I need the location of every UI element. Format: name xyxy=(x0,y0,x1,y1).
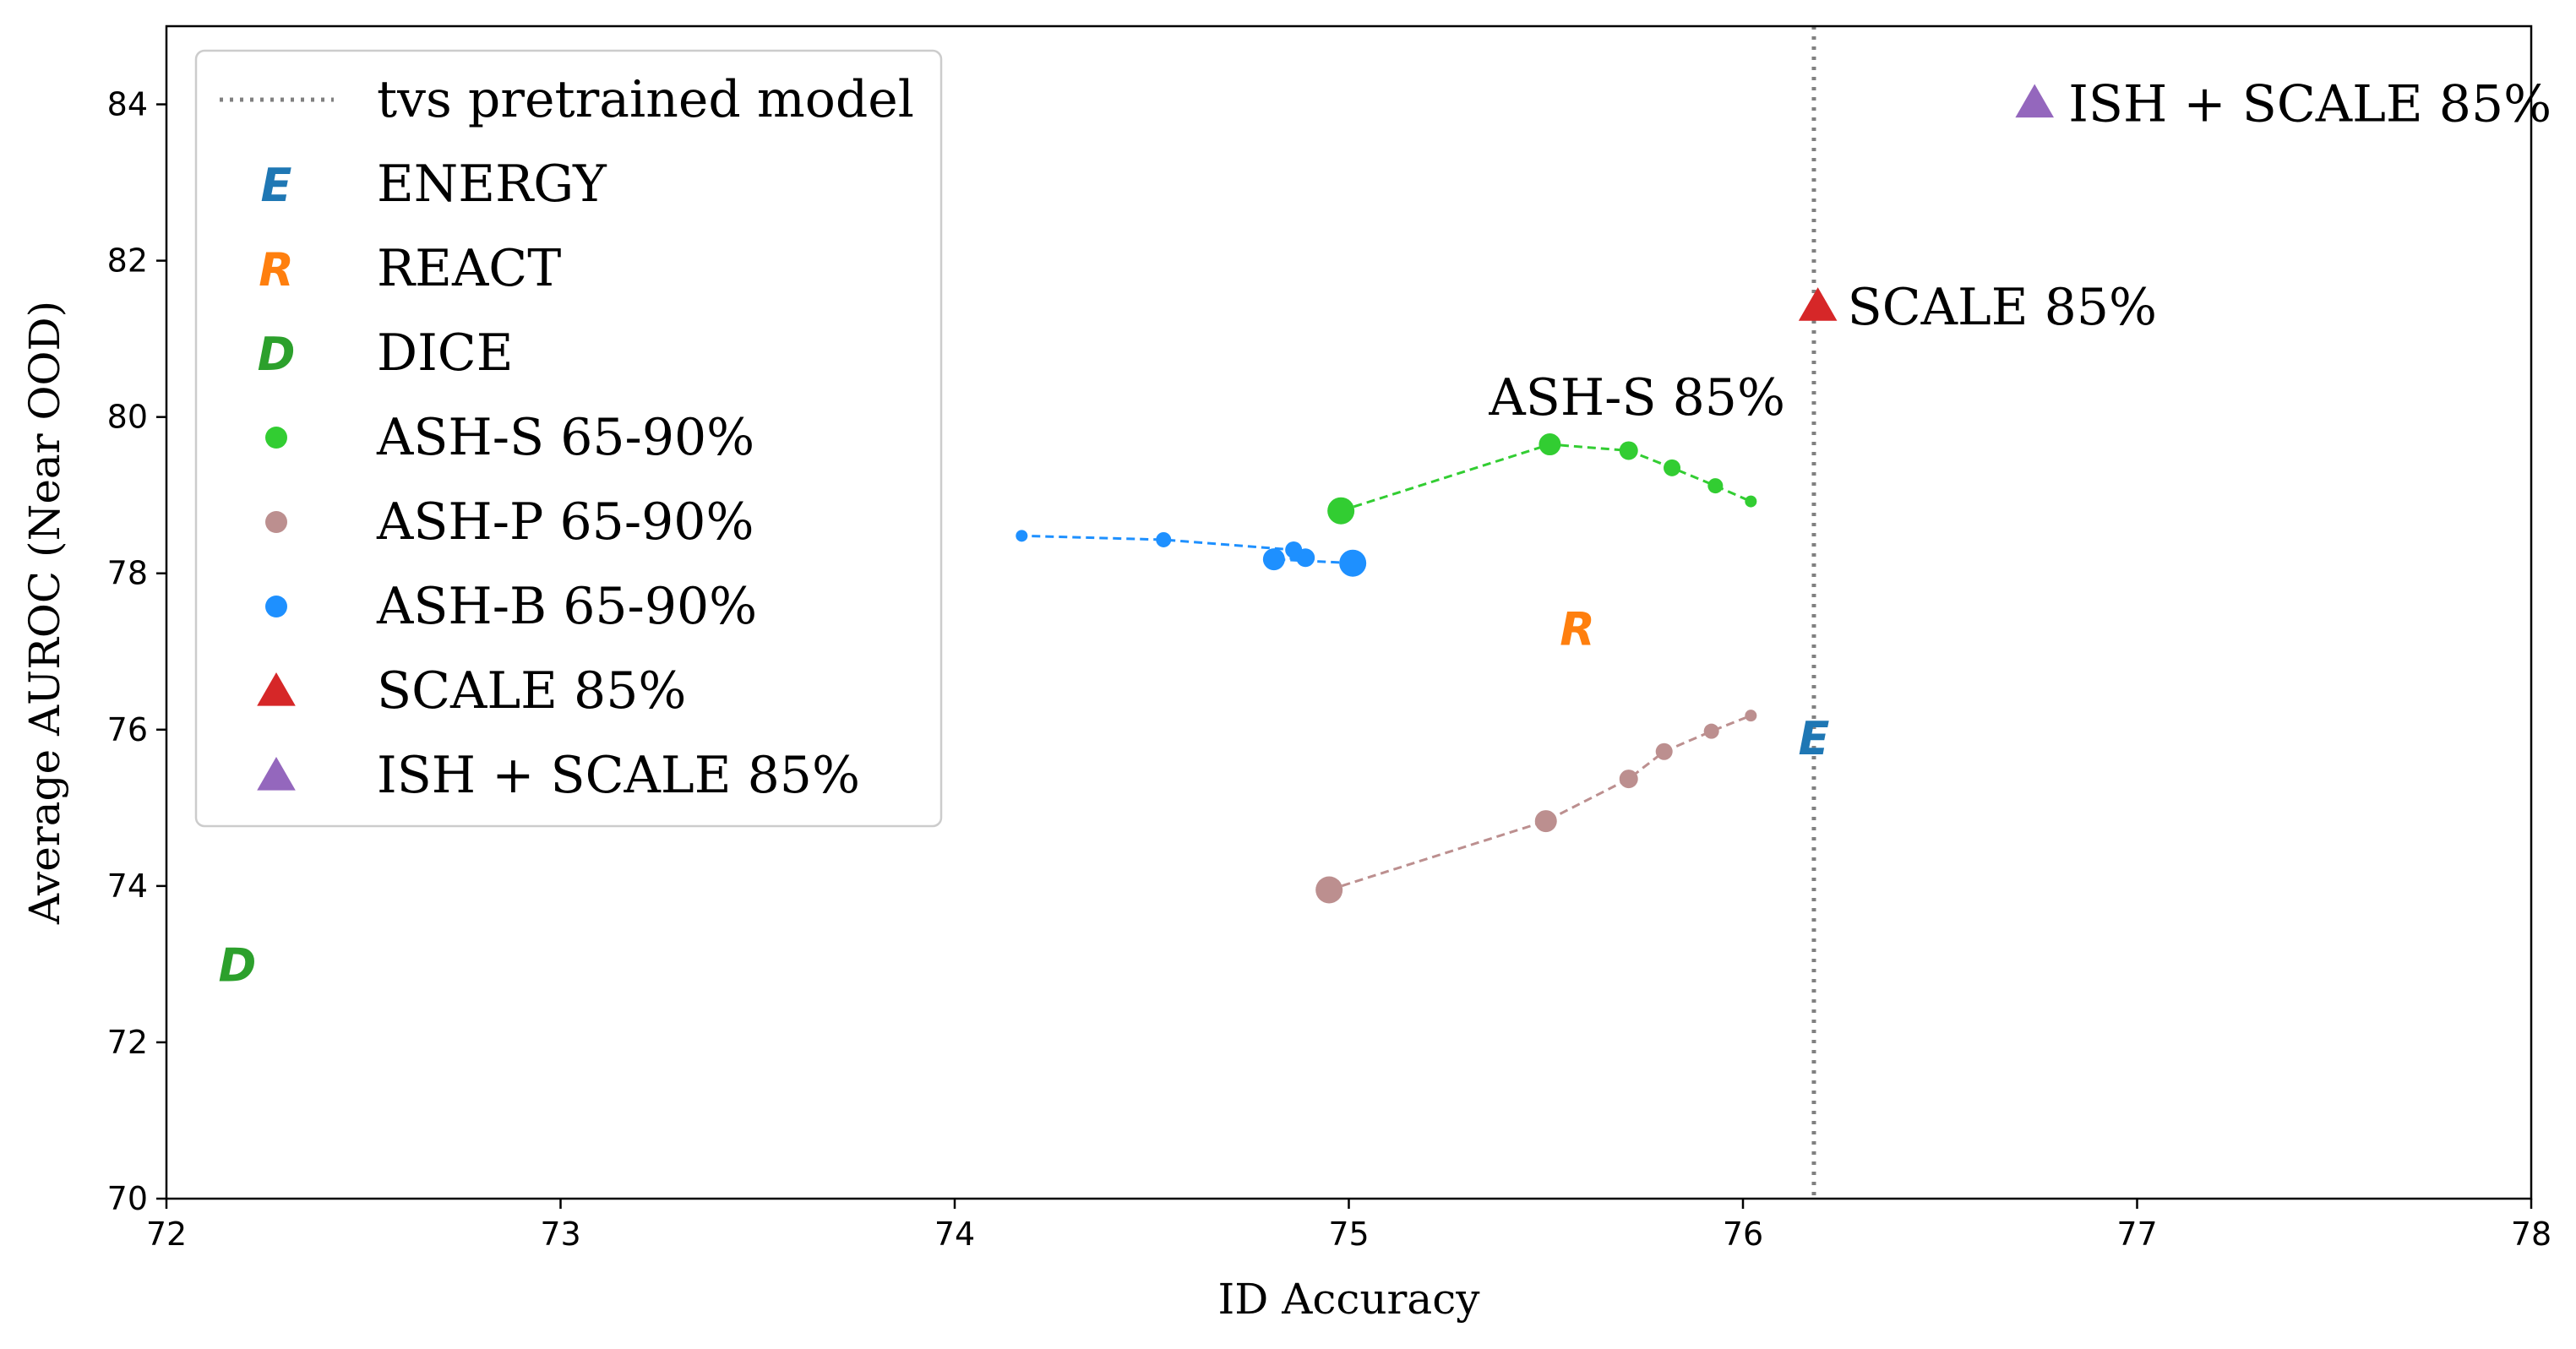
y-tick-label: 74 xyxy=(107,868,148,905)
x-tick-label: 78 xyxy=(2511,1216,2551,1253)
ash-p-65-90-point xyxy=(1703,723,1719,739)
legend-entry-ash-s-65-90-label: ASH-S 65-90% xyxy=(376,408,754,467)
legend-entry-ash-b-65-90-handle xyxy=(265,596,287,617)
y-tick-label: 76 xyxy=(107,711,148,748)
ash-s-65-90-point xyxy=(1745,495,1757,508)
legend-entry-dice-handle: D xyxy=(258,328,296,381)
legend-entry-ash-b-65-90-label: ASH-B 65-90% xyxy=(376,577,757,636)
react-marker: R xyxy=(1560,603,1595,656)
scale-85-marker xyxy=(1798,287,1838,321)
energy-marker: E xyxy=(1799,712,1830,765)
ash-p-65-90-point xyxy=(1619,770,1638,789)
legend: tvs pretrained model E ENERGY R REACT D DICE AS… xyxy=(194,49,943,828)
plot-area: ERD xyxy=(219,26,2055,1199)
legend-entry-scale-85-handle xyxy=(257,672,296,706)
ash-p-65-90-point xyxy=(1655,742,1673,760)
ash-b-65-90-line xyxy=(1021,534,1353,565)
annotation-ash-s-85: ASH-S 85% xyxy=(1488,368,1785,427)
y-tick-label: 70 xyxy=(107,1180,148,1217)
ash-b-65-90-point xyxy=(1285,541,1303,558)
ash-p-65-90-point xyxy=(1534,810,1557,833)
x-tick-label: 75 xyxy=(1328,1216,1369,1253)
ash-b-65-90-point xyxy=(1339,549,1367,577)
legend-entry-ish-scale-85-handle xyxy=(257,757,296,791)
annotation-ish-scale-85: ISH + SCALE 85% xyxy=(2068,75,2551,134)
legend-entry-dice-label: DICE xyxy=(377,324,514,383)
ash-s-65-90-point xyxy=(1707,478,1724,494)
ash-s-65-90-point xyxy=(1664,459,1681,476)
x-tick-label: 76 xyxy=(1723,1216,1763,1253)
legend-entry-ash-p-65-90-label: ASH-P 65-90% xyxy=(376,492,754,552)
dice-marker: D xyxy=(219,938,257,992)
y-tick-label: 84 xyxy=(107,86,148,123)
y-axis-label: Average AUROC (Near OOD) xyxy=(20,301,69,925)
legend-entry-ish-scale-85-label: ISH + SCALE 85% xyxy=(377,746,860,805)
y-tick-label: 82 xyxy=(107,242,148,280)
ash-p-65-90-point xyxy=(1745,710,1757,722)
legend-entry-energy-label: ENERGY xyxy=(377,155,607,214)
legend-frame xyxy=(194,49,943,828)
x-axis-label: ID Accuracy xyxy=(1217,1275,1480,1324)
legend-entry-ash-s-65-90-handle xyxy=(265,427,287,449)
legend-entry-react-label: REACT xyxy=(377,239,561,298)
legend-entry-energy-handle: E xyxy=(261,159,292,212)
ash-s-65-90-point xyxy=(1327,497,1355,525)
x-tick-label: 72 xyxy=(146,1216,187,1253)
y-tick-label: 78 xyxy=(107,555,148,592)
legend-entry-reference-line-label: tvs pretrained model xyxy=(377,70,914,129)
ash-b-65-90-point xyxy=(1156,531,1172,547)
annotation-scale-85: SCALE 85% xyxy=(1848,278,2157,337)
legend-entry-ash-p-65-90-handle xyxy=(265,511,287,533)
y-tick-label: 72 xyxy=(107,1024,148,1061)
x-tick-label: 77 xyxy=(2116,1216,2157,1253)
x-tick-label: 74 xyxy=(934,1216,975,1253)
x-tick-label: 73 xyxy=(540,1216,580,1253)
ash-s-65-90-point xyxy=(1539,433,1561,456)
legend-entry-react-handle: R xyxy=(259,243,294,296)
ash-s-65-90-point xyxy=(1619,441,1638,460)
ash-b-65-90-point xyxy=(1016,530,1028,542)
annotations: ASH-S 85% SCALE 85% ISH + SCALE 85% xyxy=(1488,75,2551,428)
legend-entry-scale-85-label: SCALE 85% xyxy=(377,661,686,721)
ash-b-65-90-point xyxy=(1262,548,1285,571)
y-tick-label: 80 xyxy=(107,399,148,436)
ish-scale-85-marker xyxy=(2015,84,2055,118)
ash-p-65-90-point xyxy=(1315,876,1343,904)
